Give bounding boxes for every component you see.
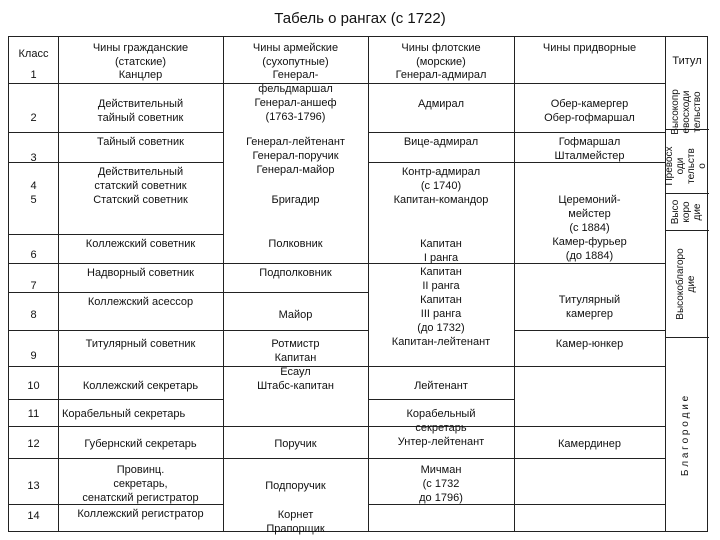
civil-rank: Корабельный секретарь: [62, 408, 186, 420]
court-rank: Камер-юнкер: [555, 338, 624, 350]
grid-line: [368, 37, 369, 531]
header-navy: Чины флотские (морские): [401, 42, 481, 68]
grid-line: [368, 162, 665, 163]
grid-line: [665, 193, 709, 194]
header-army: Чины армейские (сухопутные): [252, 42, 339, 68]
grid-line: [514, 37, 515, 531]
civil-rank: Губернский секретарь: [84, 438, 197, 450]
titul-label: Высокоблагоро дие: [675, 248, 697, 320]
class-number: 6: [30, 249, 37, 261]
court-rank: Камердинер: [558, 438, 621, 450]
grid-line: [665, 230, 709, 231]
class-number: 12: [27, 438, 40, 450]
civil-rank: Коллежский регистратор: [77, 508, 204, 520]
header-civil: Чины гражданские (статские): [92, 42, 189, 68]
class-number: 7: [30, 280, 37, 292]
civil-rank: Надворный советник: [87, 267, 194, 279]
army-rank: Ротмистр Капитан Есаул Штабс-капитан: [257, 338, 334, 392]
class-number: 13: [27, 480, 40, 492]
civil-rank: Канцлер: [118, 69, 163, 81]
grid-line: [514, 330, 665, 331]
header-klass: Класс: [18, 48, 49, 60]
grid-line: [9, 366, 665, 367]
page-title: Табель о рангах (с 1722): [274, 10, 446, 27]
army-rank: Майор: [278, 309, 313, 321]
navy-rank: Капитан I ранга Капитан II ранга Капитан…: [391, 238, 491, 348]
rank-table: Класс Чины гражданские (статские) Чины а…: [8, 36, 709, 535]
grid-line: [9, 330, 368, 331]
grid-line: [9, 426, 665, 427]
civil-rank: Коллежский секретарь: [82, 380, 199, 392]
civil-rank: Провинц. секретарь, сенатский регистрато…: [82, 464, 199, 504]
navy-rank: Мичман (с 1732 до 1796): [419, 464, 463, 504]
court-rank: Обер-камергер Обер-гофмаршал: [544, 98, 635, 124]
navy-rank: Контр-адмирал (с 1740) Капитан-командор: [393, 166, 489, 206]
court-rank: Титулярный камергер: [558, 294, 621, 320]
class-number: 1: [30, 69, 37, 81]
civil-rank: Тайный советник: [97, 136, 184, 148]
grid-line: [9, 399, 223, 400]
class-number: 11: [27, 408, 40, 420]
navy-rank: Вице-адмирал: [403, 136, 479, 148]
grid-line: [9, 263, 665, 264]
navy-rank: Генерал-адмирал: [395, 69, 487, 81]
class-number: 3: [30, 152, 37, 164]
grid-line: [368, 132, 665, 133]
grid-line: [9, 132, 223, 133]
grid-line: [58, 37, 59, 531]
grid-line: [9, 292, 368, 293]
navy-rank: Лейтенант: [414, 380, 468, 392]
titul-label: Б л а г о р о д и е: [680, 395, 691, 477]
grid-line: [665, 129, 709, 130]
titul-label: Превосх оди тельств о: [664, 146, 708, 186]
army-rank: Полковник: [268, 238, 323, 250]
grid-line: [368, 504, 665, 505]
grid-line: [665, 37, 666, 531]
grid-line: [9, 234, 223, 235]
army-rank: Поручик: [274, 438, 317, 450]
grid-line: [9, 162, 223, 163]
class-number: 8: [30, 309, 37, 321]
header-titul: Титул: [672, 55, 702, 67]
class-number: 4 5: [30, 180, 37, 206]
class-number: 2: [30, 112, 37, 124]
grid-line: [9, 458, 665, 459]
class-number: 9: [30, 350, 37, 362]
grid-line: [665, 337, 709, 338]
army-rank: Подпоручик: [265, 480, 326, 492]
army-rank: Бригадир: [271, 194, 320, 206]
navy-rank: Корабельный секретарь Унтер-лейтенант: [397, 408, 485, 448]
court-rank: Гофмаршал Шталмейстер: [554, 136, 625, 162]
header-court: Чины придворные: [542, 42, 637, 54]
civil-rank: Коллежский асессор: [87, 296, 194, 308]
titul-label: Высо коро дие: [670, 199, 703, 225]
class-number: 10: [27, 380, 40, 392]
civil-rank: Коллежский советник: [85, 238, 196, 250]
army-rank: Генерал- фельдмаршал Генерал-аншеф (1763…: [254, 69, 337, 123]
army-rank: Подполковник: [259, 267, 332, 279]
grid-line: [368, 399, 514, 400]
class-number: 14: [27, 510, 40, 522]
grid-line: [9, 83, 665, 84]
civil-rank: Действительный статский советник Статски…: [93, 166, 188, 206]
civil-rank: Действительный тайный советник: [97, 98, 184, 124]
navy-rank: Адмирал: [417, 98, 465, 110]
grid-line: [223, 37, 224, 531]
grid-line: [9, 504, 223, 505]
army-rank: Корнет Прапорщик: [266, 509, 325, 535]
civil-rank: Титулярный советник: [85, 338, 196, 350]
army-rank: Генерал-лейтенант Генерал-поручик Генера…: [246, 136, 345, 176]
court-rank: Церемоний- мейстер (с 1884) Камер-фурьер…: [552, 194, 627, 262]
